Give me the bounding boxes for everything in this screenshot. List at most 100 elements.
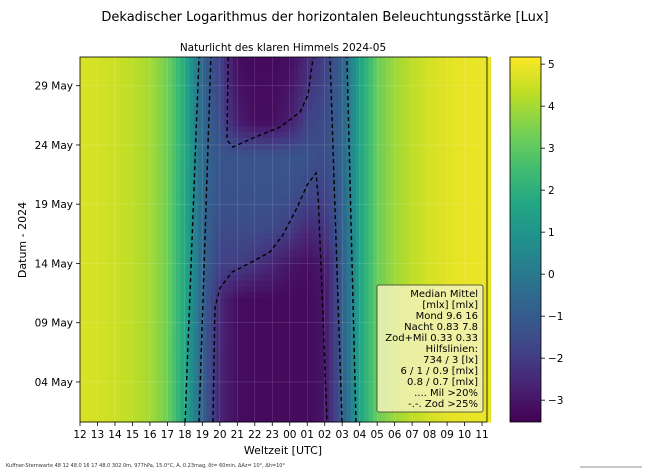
- heatmap-cell: [315, 232, 321, 239]
- heatmap-cell: [399, 161, 404, 168]
- heatmap-cell: [394, 274, 400, 281]
- heatmap-cell: [307, 274, 313, 281]
- heatmap-cell: [167, 220, 173, 228]
- heatmap-cell: [329, 143, 334, 151]
- heatmap-cell: [372, 404, 378, 411]
- heatmap-cell: [110, 321, 116, 328]
- heatmap-cell: [460, 143, 465, 151]
- heatmap-cell: [202, 297, 208, 305]
- heatmap-cell: [468, 137, 474, 145]
- heatmap-cell: [307, 380, 313, 388]
- heatmap-cell: [237, 220, 243, 228]
- heatmap-cell: [176, 220, 181, 228]
- heatmap-cell: [473, 208, 479, 216]
- heatmap-cell: [119, 120, 125, 127]
- heatmap-cell: [189, 410, 195, 417]
- heatmap-cell: [93, 291, 98, 299]
- heatmap-cell: [302, 137, 308, 145]
- heatmap-cell: [294, 333, 299, 340]
- heatmap-cell: [97, 226, 103, 234]
- heatmap-cell: [110, 315, 116, 322]
- heatmap-cell: [307, 185, 313, 192]
- heatmap-cell: [377, 131, 382, 139]
- heatmap-cell: [298, 274, 304, 281]
- heatmap-cell: [416, 416, 422, 423]
- heatmap-cell: [215, 125, 221, 133]
- heatmap-cell: [342, 137, 347, 145]
- heatmap-cell: [315, 143, 321, 151]
- heatmap-cell: [263, 220, 269, 228]
- heatmap-cell: [364, 185, 369, 192]
- heatmap-cell: [119, 220, 125, 228]
- heatmap-cell: [119, 179, 125, 186]
- heatmap-cell: [110, 137, 116, 145]
- heatmap-cell: [372, 303, 378, 311]
- heatmap-cell: [132, 179, 138, 186]
- heatmap-cell: [311, 232, 317, 239]
- heatmap-cell: [355, 244, 361, 251]
- heatmap-cell: [171, 191, 177, 198]
- heatmap-cell: [206, 220, 212, 228]
- heatmap-cell: [350, 173, 356, 180]
- heatmap-cell: [254, 268, 260, 275]
- heatmap-cell: [329, 280, 334, 287]
- heatmap-cell: [281, 351, 286, 358]
- heatmap-cell: [250, 386, 256, 394]
- heatmap-cell: [163, 285, 168, 293]
- heatmap-cell: [241, 137, 247, 145]
- heatmap-cell: [460, 280, 465, 287]
- heatmap-cell: [420, 208, 426, 216]
- heatmap-cell: [455, 114, 461, 121]
- heatmap-cell: [298, 226, 304, 234]
- heatmap-cell: [285, 131, 291, 139]
- heatmap-cell: [237, 120, 243, 127]
- heatmap-cell: [193, 410, 199, 417]
- heatmap-cell: [285, 238, 291, 245]
- heatmap-cell: [232, 410, 238, 417]
- heatmap-cell: [333, 392, 339, 399]
- heatmap-cell: [219, 327, 225, 334]
- heatmap-cell: [276, 114, 282, 121]
- heatmap-cell: [320, 191, 326, 198]
- heatmap-cell: [228, 351, 234, 358]
- heatmap-cell: [355, 362, 361, 370]
- heatmap-cell: [372, 131, 378, 139]
- heatmap-cell: [88, 291, 94, 299]
- heatmap-cell: [171, 374, 177, 382]
- heatmap-cell: [451, 155, 457, 162]
- heatmap-cell: [224, 392, 229, 399]
- heatmap-cell: [250, 368, 256, 376]
- heatmap-cell: [184, 173, 190, 180]
- heatmap-cell: [259, 155, 264, 162]
- heatmap-cell: [399, 155, 404, 162]
- heatmap-cell: [206, 297, 212, 305]
- heatmap-cell: [359, 256, 365, 263]
- heatmap-cell: [136, 374, 142, 382]
- heatmap-cell: [381, 108, 387, 115]
- heatmap-cell: [241, 297, 247, 305]
- heatmap-cell: [206, 321, 212, 328]
- heatmap-cell: [184, 392, 190, 399]
- heatmap-cell: [97, 114, 103, 121]
- heatmap-cell: [136, 244, 142, 251]
- heatmap-cell: [197, 125, 203, 133]
- heatmap-cell: [364, 339, 369, 346]
- heatmap-cell: [211, 155, 216, 162]
- heatmap-cell: [482, 161, 487, 168]
- heatmap-cell: [171, 315, 177, 322]
- heatmap-cell: [259, 173, 264, 180]
- heatmap-cell: [119, 244, 125, 251]
- heatmap-cell: [420, 161, 426, 168]
- heatmap-cell: [80, 392, 85, 399]
- heatmap-cell: [259, 392, 264, 399]
- heatmap-cell: [302, 315, 308, 322]
- heatmap-cell: [97, 167, 103, 174]
- heatmap-cell: [294, 309, 299, 316]
- heatmap-cell: [333, 143, 339, 151]
- heatmap-cell: [114, 214, 120, 222]
- heatmap-cell: [342, 416, 347, 423]
- heatmap-cell: [184, 191, 190, 198]
- heatmap-cell: [254, 309, 260, 316]
- heatmap-cell: [324, 167, 330, 174]
- heatmap-cell: [412, 226, 417, 234]
